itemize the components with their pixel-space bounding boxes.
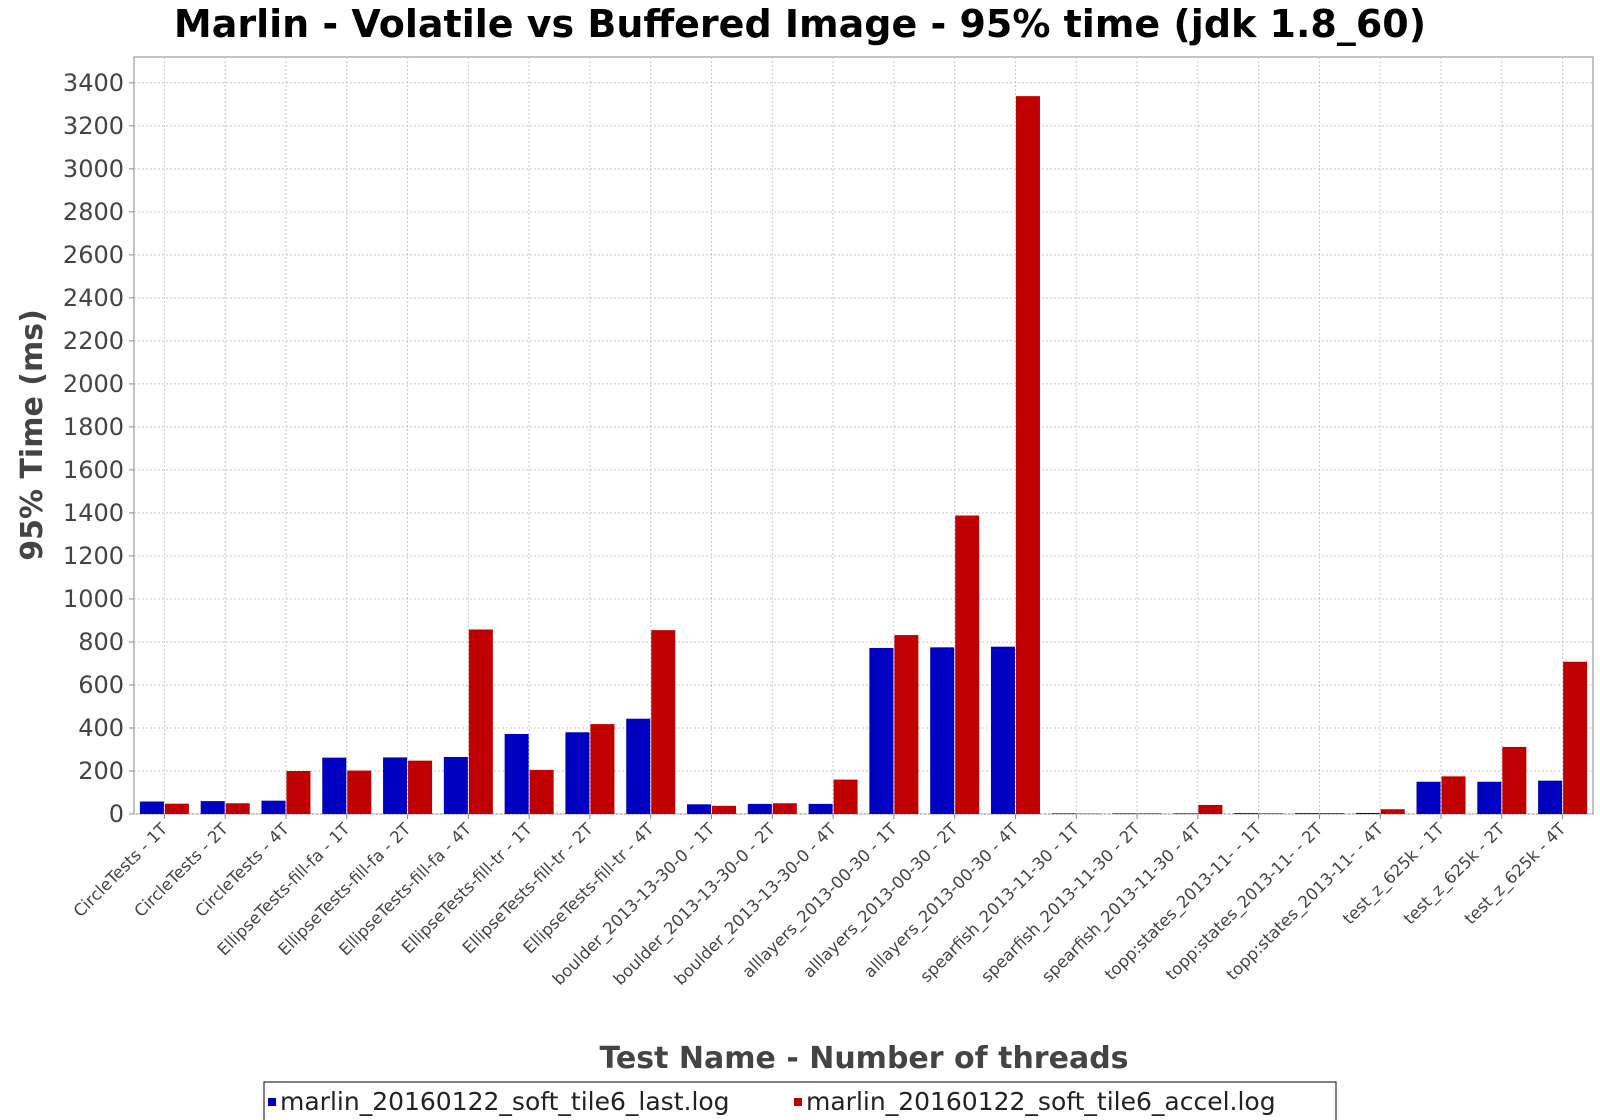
bar-series-1: [808, 803, 833, 814]
y-tick-label: 400: [78, 714, 124, 742]
bar-series-1: [261, 800, 286, 814]
y-tick-label: 2800: [63, 198, 124, 226]
legend-swatch-series-1: [268, 1098, 276, 1106]
y-tick-label: 1200: [63, 542, 124, 570]
legend-swatch-series-2: [794, 1098, 802, 1106]
y-tick-label: 800: [78, 628, 124, 656]
bar-series-1: [747, 803, 772, 814]
bar-series-1: [1051, 813, 1076, 814]
bar-series-1: [139, 801, 164, 814]
bar-series-1: [930, 647, 955, 814]
bar-series-2: [1259, 813, 1284, 814]
chart-title: Marlin - Volatile vs Buffered Image - 95…: [174, 2, 1426, 46]
legend-label-series-1: marlin_20160122_soft_tile6_last.log: [280, 1087, 730, 1116]
x-tick-label: test_z_625k - 1T: [1339, 819, 1449, 929]
bar-series-2: [468, 629, 493, 814]
bars: [139, 96, 1588, 815]
bar-series-2: [1198, 804, 1223, 814]
bar-series-2: [712, 805, 737, 814]
bar-series-2: [1563, 661, 1588, 814]
bar-series-1: [443, 757, 468, 814]
bar-series-1: [1112, 813, 1137, 814]
y-tick-label: 0: [109, 800, 124, 828]
bar-series-1: [565, 732, 590, 814]
y-tick-label: 3200: [63, 112, 124, 140]
bar-series-1: [990, 646, 1015, 814]
gridlines: [134, 57, 1593, 815]
bar-series-2: [225, 803, 250, 814]
y-axis-label: 95% Time (ms): [15, 309, 50, 561]
bar-series-2: [651, 630, 676, 814]
bar-series-1: [200, 801, 225, 814]
bar-series-1: [1477, 781, 1502, 814]
bar-series-1: [1355, 812, 1380, 814]
bar-series-1: [869, 647, 894, 814]
bar-series-2: [286, 770, 311, 814]
y-tick-label: 3400: [63, 69, 124, 97]
bar-series-2: [1380, 809, 1405, 814]
y-tick-label: 2200: [63, 327, 124, 355]
y-axis-ticks: 0 200 400 600 800 1000 1200 1400 1600 1800 2000 220…: [63, 69, 134, 828]
bar-series-2: [590, 724, 615, 814]
y-tick-label: 2400: [63, 284, 124, 312]
y-tick-label: 1800: [63, 413, 124, 441]
x-axis-label: Test Name - Number of threads: [599, 1041, 1128, 1076]
bar-series-2: [955, 515, 980, 814]
bar-series-2: [1502, 746, 1527, 814]
plot-area: [133, 56, 1594, 815]
x-tick-label: test_z_625k - 4T: [1461, 819, 1571, 929]
bar-series-1: [1234, 813, 1259, 814]
y-tick-label: 2000: [63, 370, 124, 398]
bar-series-1: [322, 757, 347, 814]
legend: marlin_20160122_soft_tile6_last.log marl…: [263, 1081, 1337, 1120]
y-tick-label: 1000: [63, 585, 124, 613]
bar-series-1: [1416, 781, 1441, 814]
bar-series-2: [1015, 96, 1040, 815]
bar-series-2: [833, 779, 858, 814]
bar-series-2: [1319, 813, 1344, 814]
y-tick-label: 1400: [63, 499, 124, 527]
y-tick-label: 1600: [63, 456, 124, 484]
bar-series-1: [626, 718, 651, 814]
bar-series-2: [1137, 813, 1162, 814]
bar-series-1: [383, 757, 408, 814]
bar-series-2: [529, 769, 554, 814]
bar-series-1: [687, 804, 712, 814]
bar-series-2: [772, 803, 797, 814]
y-tick-label: 3000: [63, 155, 124, 183]
bar-series-2: [894, 635, 919, 814]
bar-series-2: [164, 803, 189, 814]
y-tick-label: 2600: [63, 241, 124, 269]
bar-series-2: [347, 770, 372, 814]
bar-series-1: [504, 733, 529, 814]
legend-label-series-2: marlin_20160122_soft_tile6_accel.log: [806, 1087, 1276, 1116]
bar-series-1: [1294, 813, 1319, 814]
y-tick-label: 200: [78, 757, 124, 785]
y-tick-label: 600: [78, 671, 124, 699]
bar-series-1: [1173, 813, 1198, 814]
bar-series-2: [408, 760, 433, 814]
bar-series-2: [1441, 776, 1466, 814]
x-tick-label: test_z_625k - 2T: [1400, 819, 1510, 929]
bar-series-1: [1538, 780, 1563, 814]
